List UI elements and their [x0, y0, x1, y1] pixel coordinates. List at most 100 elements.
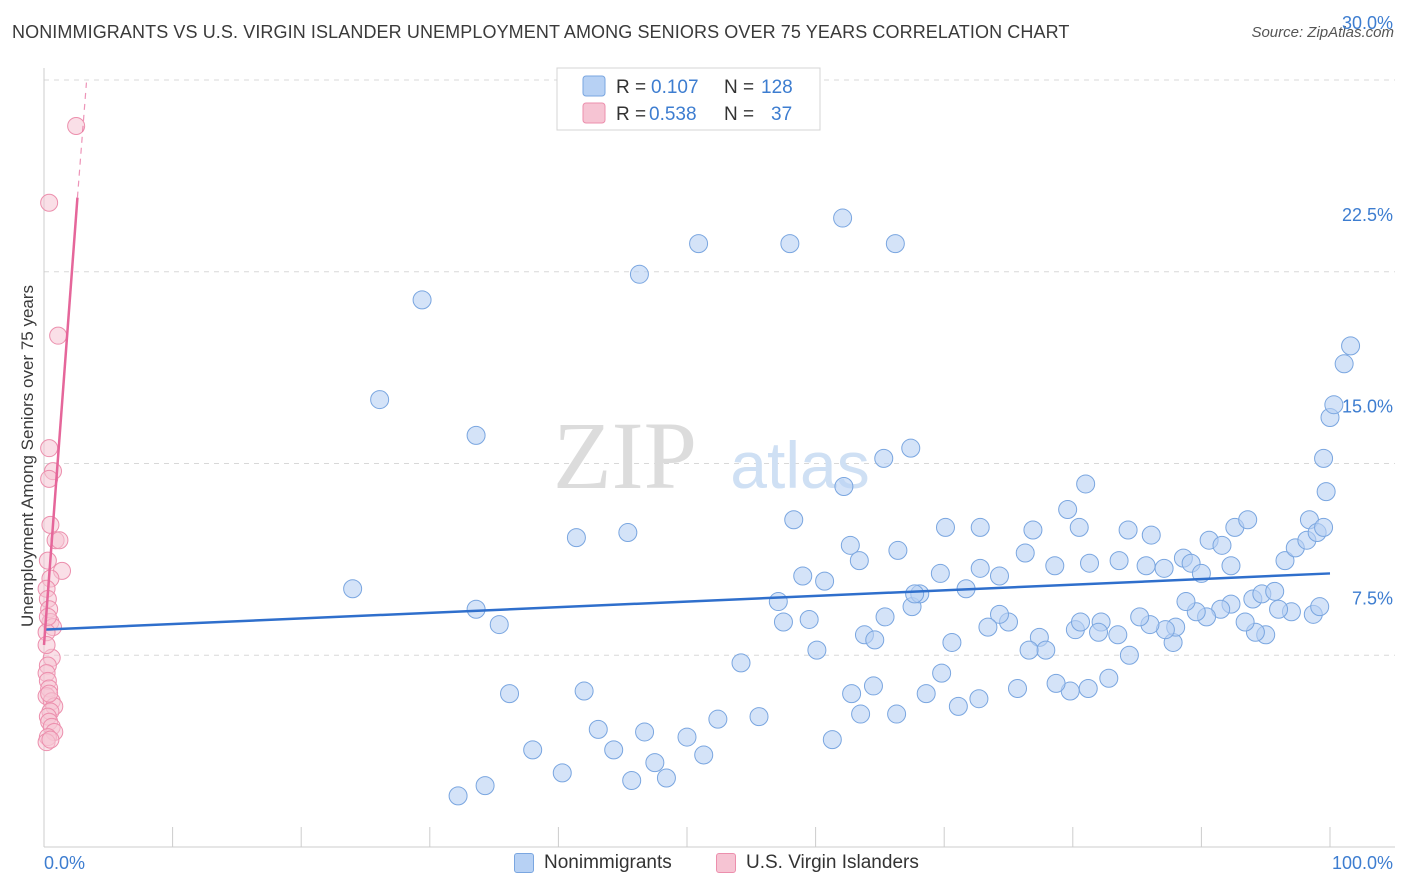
data-point-nonimmigrants [1235, 612, 1255, 632]
data-point-nonimmigrants [1341, 336, 1361, 356]
data-point-nonimmigrants [905, 584, 925, 604]
stats-r-value: 0.538 [649, 104, 697, 125]
stats-swatch-blue [582, 75, 606, 97]
stats-r-value: 0.107 [651, 77, 699, 98]
data-point-us-virgin-islanders [67, 117, 86, 136]
data-point-nonimmigrants [1130, 607, 1150, 627]
data-point-nonimmigrants [970, 558, 990, 578]
stats-n-value: 128 [761, 77, 793, 98]
data-point-nonimmigrants [784, 510, 804, 530]
data-point-nonimmigrants [629, 264, 649, 284]
data-point-nonimmigrants [888, 540, 908, 560]
data-point-nonimmigrants [466, 425, 486, 445]
data-point-nonimmigrants [930, 563, 950, 583]
data-point-nonimmigrants [566, 528, 586, 548]
data-point-nonimmigrants [1154, 558, 1174, 578]
data-point-nonimmigrants [1334, 354, 1354, 374]
data-point-us-virgin-islanders [41, 730, 60, 749]
data-point-nonimmigrants [948, 696, 968, 716]
axes [43, 68, 1395, 848]
data-point-nonimmigrants [885, 234, 905, 254]
data-point-nonimmigrants [970, 517, 990, 537]
data-point-nonimmigrants [768, 592, 788, 612]
data-point-nonimmigrants [822, 730, 842, 750]
data-point-nonimmigrants [622, 771, 642, 791]
data-point-nonimmigrants [901, 438, 921, 458]
data-point-nonimmigrants [1045, 556, 1065, 576]
legend-swatch-pink [716, 853, 736, 873]
data-point-nonimmigrants [1036, 640, 1056, 660]
data-point-nonimmigrants [1275, 551, 1295, 571]
y-tick-label: 15.0% [1342, 397, 1393, 417]
legend-label: U.S. Virgin Islanders [746, 852, 919, 873]
data-point-nonimmigrants [343, 579, 363, 599]
legend-item-nonimmigrants[interactable]: Nonimmigrants [514, 852, 672, 874]
legend-swatch-blue [514, 853, 534, 873]
data-point-nonimmigrants [1119, 645, 1139, 665]
data-point-nonimmigrants [833, 208, 853, 228]
legend-item-us-virgin-islanders[interactable]: U.S. Virgin Islanders [716, 852, 919, 874]
data-point-nonimmigrants [604, 740, 624, 760]
data-point-nonimmigrants [780, 234, 800, 254]
data-point-nonimmigrants [773, 612, 793, 632]
data-point-nonimmigrants [1008, 678, 1028, 698]
data-point-us-virgin-islanders [40, 439, 59, 458]
trend-line-us-virgin-islanders [42, 197, 79, 646]
data-point-nonimmigrants [656, 768, 676, 788]
data-point-nonimmigrants [1238, 510, 1258, 530]
data-point-nonimmigrants [887, 704, 907, 724]
x-tick-label: 0.0% [44, 853, 85, 873]
data-point-nonimmigrants [793, 566, 813, 586]
axis-labels: 7.5% 15.0% 22.5% 30.0% 0.0% 100.0% [44, 13, 1393, 873]
series-nonimmigrants [343, 208, 1361, 806]
data-point-nonimmigrants [1310, 597, 1330, 617]
data-point-nonimmigrants [412, 290, 432, 310]
data-point-nonimmigrants [552, 763, 572, 783]
trend-lines [42, 82, 1331, 646]
data-point-us-virgin-islanders [40, 193, 59, 212]
y-axis-title: Unemployment Among Seniors over 75 years [18, 285, 37, 627]
data-point-nonimmigrants [1058, 500, 1078, 520]
data-point-nonimmigrants [842, 684, 862, 704]
data-point-nonimmigrants [677, 727, 697, 747]
stats-n-value: 37 [771, 104, 792, 125]
data-point-nonimmigrants [466, 599, 486, 619]
data-point-nonimmigrants [1141, 525, 1161, 545]
data-point-nonimmigrants [489, 615, 509, 635]
data-point-nonimmigrants [689, 234, 709, 254]
data-point-nonimmigrants [874, 448, 894, 468]
data-point-nonimmigrants [523, 740, 543, 760]
data-point-nonimmigrants [618, 523, 638, 543]
data-point-nonimmigrants [370, 390, 390, 410]
data-point-us-virgin-islanders [37, 636, 56, 655]
stats-swatch-pink [582, 102, 606, 124]
data-point-nonimmigrants [942, 632, 962, 652]
data-point-nonimmigrants [851, 704, 871, 724]
data-point-nonimmigrants [694, 745, 714, 765]
data-point-nonimmigrants [1099, 668, 1119, 688]
data-point-nonimmigrants [1176, 592, 1196, 612]
data-point-nonimmigrants [1314, 517, 1334, 537]
stats-n-label: N = [724, 104, 754, 125]
data-point-nonimmigrants [1212, 535, 1232, 555]
data-point-us-virgin-islanders [41, 515, 60, 534]
data-point-nonimmigrants [1269, 599, 1289, 619]
data-point-nonimmigrants [1118, 520, 1138, 540]
trend-line-extension-us-virgin-islanders [76, 82, 88, 198]
data-point-nonimmigrants [1314, 448, 1334, 468]
data-point-nonimmigrants [635, 722, 655, 742]
source-label: Source: ZipAtlas.com [1251, 24, 1394, 41]
stats-n-label: N = [724, 77, 754, 98]
data-point-nonimmigrants [989, 566, 1009, 586]
data-point-nonimmigrants [500, 684, 520, 704]
bottom-legend: Nonimmigrants U.S. Virgin Islanders [0, 852, 1406, 878]
data-point-nonimmigrants [1080, 553, 1100, 573]
watermark: ZIP atlas [553, 402, 870, 509]
data-point-nonimmigrants [1078, 678, 1098, 698]
chart-title: NONIMMIGRANTS VS U.S. VIRGIN ISLANDER UN… [12, 22, 1070, 42]
data-point-nonimmigrants [840, 535, 860, 555]
data-point-nonimmigrants [588, 719, 608, 739]
legend-label: Nonimmigrants [544, 852, 672, 873]
trend-line-nonimmigrants [43, 572, 1331, 631]
